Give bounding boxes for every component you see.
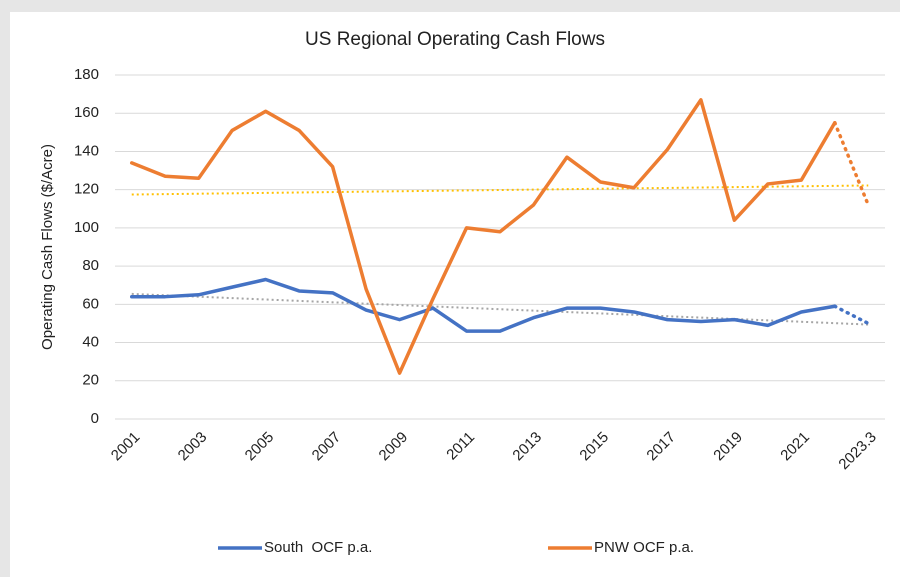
y-tick-label: 60 <box>82 295 99 312</box>
y-tick-label: 0 <box>91 410 99 427</box>
y-tick-label: 140 <box>74 142 99 159</box>
y-tick-label: 120 <box>74 181 99 198</box>
window-bar <box>0 0 900 12</box>
window-edge <box>0 0 10 577</box>
series-line <box>129 98 837 375</box>
y-axis-label: Operating Cash Flows ($/Acre) <box>39 144 56 350</box>
legend-label: PNW OCF p.a. <box>594 539 694 556</box>
y-tick-label: 80 <box>82 257 99 274</box>
series-line <box>129 277 837 333</box>
projection-line <box>833 121 871 207</box>
chart-title: US Regional Operating Cash Flows <box>305 29 605 50</box>
y-tick-label: 40 <box>82 334 99 351</box>
y-tick-label: 180 <box>74 66 99 83</box>
legend-label: South OCF p.a. <box>264 539 372 556</box>
y-tick-label: 20 <box>82 372 99 389</box>
y-tick-label: 100 <box>74 219 99 236</box>
y-tick-label: 160 <box>74 104 99 121</box>
projection-line <box>833 304 871 326</box>
